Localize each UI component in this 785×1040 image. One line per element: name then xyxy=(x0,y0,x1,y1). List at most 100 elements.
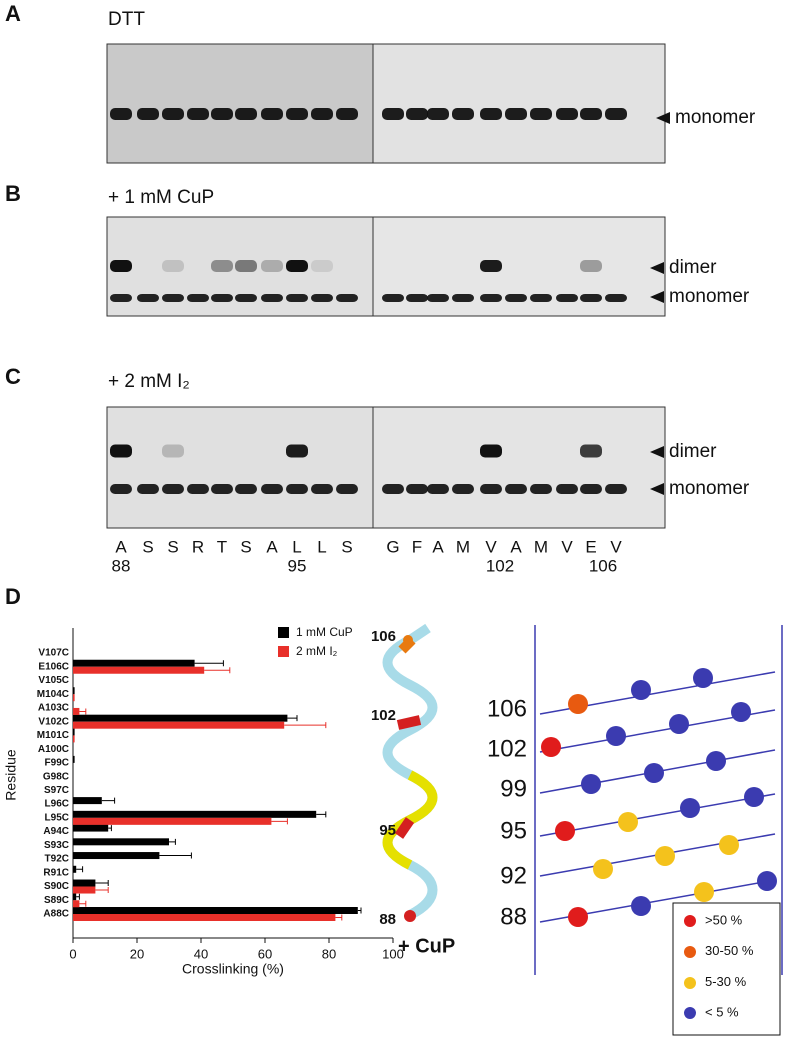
bar xyxy=(73,721,285,729)
lane-label: A xyxy=(510,537,522,556)
net-row-label: 88 xyxy=(500,903,527,930)
gel-band xyxy=(605,484,627,494)
gel-band xyxy=(336,484,358,494)
residue xyxy=(606,726,626,746)
residue xyxy=(694,882,714,902)
bar xyxy=(73,900,80,908)
error-bar xyxy=(101,797,116,804)
error-bar xyxy=(287,715,298,722)
arrow xyxy=(650,446,664,458)
lane-label: A xyxy=(115,537,127,556)
lane-label: S xyxy=(341,537,352,556)
gel-band xyxy=(286,484,308,494)
category-label: V102C xyxy=(38,716,69,727)
x-tick-label: 100 xyxy=(382,946,404,961)
helix-segment xyxy=(396,715,422,730)
gel-band xyxy=(452,484,474,494)
bar xyxy=(73,810,317,818)
category-label: S90C xyxy=(44,881,69,892)
residue xyxy=(744,787,764,807)
gel-band xyxy=(605,108,627,120)
panel-title: + 1 mM CuP xyxy=(108,187,214,208)
residue xyxy=(731,702,751,722)
gel-band xyxy=(110,108,132,120)
residue xyxy=(669,714,689,734)
residue xyxy=(680,798,700,818)
helix-caption: + CuP xyxy=(398,935,455,957)
gel-band xyxy=(211,294,233,302)
gel-band xyxy=(110,294,132,302)
gel-band xyxy=(286,108,308,120)
gel-band xyxy=(480,108,502,120)
gel-band xyxy=(530,484,552,494)
category-label: L95C xyxy=(45,812,69,823)
error-bar xyxy=(79,708,87,715)
panel-letter: D xyxy=(5,584,21,609)
lane-label: M xyxy=(534,537,548,556)
legend-label: >50 % xyxy=(705,912,743,927)
error-bar xyxy=(79,900,87,907)
gel-band xyxy=(110,260,132,272)
x-tick-label: 0 xyxy=(69,946,76,961)
lane-label: V xyxy=(561,537,573,556)
helix-label: 106 xyxy=(371,628,396,645)
bar xyxy=(73,886,96,894)
panel-title: DTT xyxy=(108,9,145,30)
gel-band xyxy=(211,108,233,120)
arrows xyxy=(650,112,670,495)
bar xyxy=(73,687,75,695)
error-bar xyxy=(95,887,109,894)
gel-band xyxy=(235,484,257,494)
bar xyxy=(73,666,205,674)
lane-number: 102 xyxy=(486,556,514,575)
lane-label: L xyxy=(317,537,326,556)
helix-segment xyxy=(394,817,415,839)
bar xyxy=(73,893,77,901)
gel-band xyxy=(406,294,428,302)
bar xyxy=(73,879,96,887)
helix-label: 88 xyxy=(379,911,396,928)
residue xyxy=(644,763,664,783)
gel-band xyxy=(311,108,333,120)
error-bar xyxy=(159,852,192,859)
error-bar xyxy=(95,880,109,887)
gel-band xyxy=(580,444,602,458)
gel-band xyxy=(286,444,308,458)
lane-number: 106 xyxy=(589,556,617,575)
x-tick-label: 80 xyxy=(322,946,336,961)
lane-label: G xyxy=(386,537,399,556)
category-label: G98C xyxy=(43,771,69,782)
category-label: E106C xyxy=(38,661,69,672)
x-tick-label: 60 xyxy=(258,946,272,961)
gel-band xyxy=(187,108,209,120)
gel-c-left xyxy=(106,406,374,529)
gel-band xyxy=(311,484,333,494)
legend-label: 1 mM CuP xyxy=(296,625,353,639)
helix-segment xyxy=(407,770,438,825)
category-label: S93C xyxy=(44,840,69,851)
legend-swatch xyxy=(278,646,289,657)
panel-letter: C xyxy=(5,364,21,389)
bar xyxy=(73,865,77,873)
error-bar xyxy=(204,667,231,674)
net-row-label: 95 xyxy=(500,817,527,844)
net-line xyxy=(539,793,776,837)
lane-label: R xyxy=(192,537,204,556)
lane-label: S xyxy=(167,537,178,556)
bar xyxy=(73,735,75,743)
category-label: A88C xyxy=(43,909,69,920)
error-bar xyxy=(316,811,327,818)
net-residues xyxy=(541,668,777,927)
residue xyxy=(568,694,588,714)
bar xyxy=(73,817,272,825)
bar xyxy=(73,838,169,846)
error-bar xyxy=(169,838,176,845)
label-dimer: dimer xyxy=(669,441,717,462)
net-row-label: 92 xyxy=(500,862,527,889)
lane-number: 95 xyxy=(288,556,307,575)
lane-label: S xyxy=(240,537,251,556)
helix-ball xyxy=(403,635,413,645)
gel-band xyxy=(480,484,502,494)
residue xyxy=(631,896,651,916)
gel-band xyxy=(580,260,602,272)
